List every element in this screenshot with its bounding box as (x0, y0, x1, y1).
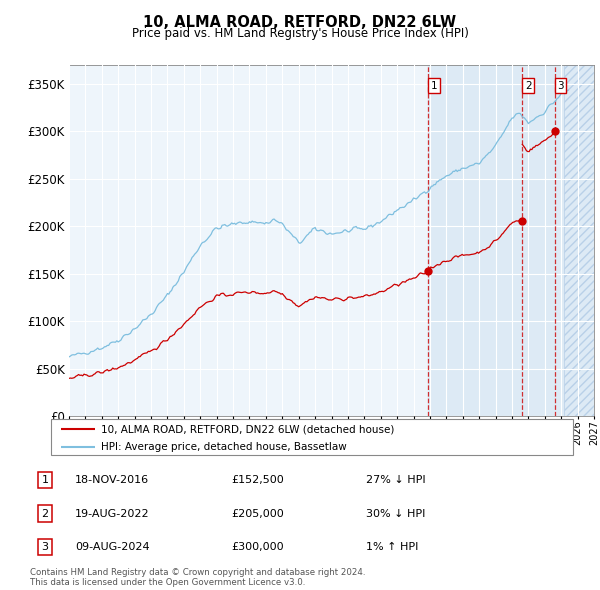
Text: 1% ↑ HPI: 1% ↑ HPI (366, 542, 418, 552)
Text: 3: 3 (41, 542, 49, 552)
Text: 10, ALMA ROAD, RETFORD, DN22 6LW: 10, ALMA ROAD, RETFORD, DN22 6LW (143, 15, 457, 30)
Text: £300,000: £300,000 (231, 542, 284, 552)
Text: 18-NOV-2016: 18-NOV-2016 (75, 475, 149, 485)
Text: 2: 2 (41, 509, 49, 519)
Text: £152,500: £152,500 (231, 475, 284, 485)
Text: 27% ↓ HPI: 27% ↓ HPI (366, 475, 425, 485)
Bar (428, 65, 564, 416)
Text: HPI: Average price, detached house, Bassetlaw: HPI: Average price, detached house, Bass… (101, 442, 346, 453)
Text: 1: 1 (430, 81, 437, 91)
Text: 30% ↓ HPI: 30% ↓ HPI (366, 509, 425, 519)
Text: 09-AUG-2024: 09-AUG-2024 (75, 542, 149, 552)
Text: £205,000: £205,000 (231, 509, 284, 519)
Text: Price paid vs. HM Land Registry's House Price Index (HPI): Price paid vs. HM Land Registry's House … (131, 27, 469, 40)
Text: 10, ALMA ROAD, RETFORD, DN22 6LW (detached house): 10, ALMA ROAD, RETFORD, DN22 6LW (detach… (101, 424, 394, 434)
Bar (564, 65, 594, 416)
Text: 19-AUG-2022: 19-AUG-2022 (75, 509, 149, 519)
Text: 1: 1 (41, 475, 49, 485)
Text: Contains HM Land Registry data © Crown copyright and database right 2024.
This d: Contains HM Land Registry data © Crown c… (30, 568, 365, 587)
Text: 2: 2 (525, 81, 532, 91)
Text: 3: 3 (557, 81, 564, 91)
